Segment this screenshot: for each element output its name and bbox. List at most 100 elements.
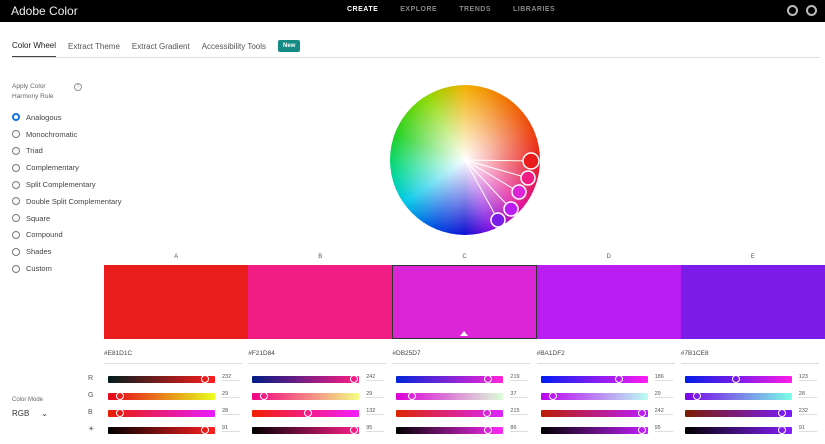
slider-r[interactable] <box>396 374 504 383</box>
slider-thumb[interactable] <box>638 408 647 417</box>
slider-thumb[interactable] <box>732 374 741 383</box>
color-mode-select[interactable]: RGB ⌄ <box>12 409 48 418</box>
slider-thumb[interactable] <box>484 425 493 434</box>
value-brightness[interactable]: 95 <box>654 425 673 432</box>
color-swatch[interactable] <box>247 265 392 339</box>
harmony-rule-double-split-complementary[interactable]: Double Split Complementary <box>12 193 121 210</box>
settings-icon[interactable] <box>787 5 798 16</box>
harmony-rule-triad[interactable]: Triad <box>12 143 121 160</box>
value-brightness[interactable]: 95 <box>366 425 385 432</box>
nav-explore[interactable]: EXPLORE <box>400 6 438 13</box>
slider-thumb[interactable] <box>778 425 787 434</box>
color-handle[interactable] <box>490 212 506 228</box>
radio-button[interactable] <box>12 214 20 223</box>
slider-thumb[interactable] <box>349 425 358 434</box>
radio-button[interactable] <box>12 230 20 239</box>
value-b[interactable]: 232 <box>798 408 817 415</box>
value-b[interactable]: 132 <box>366 408 385 415</box>
harmony-rule-analogous[interactable]: Analogous <box>12 109 121 126</box>
value-brightness[interactable]: 91 <box>798 425 817 432</box>
slider-g[interactable] <box>252 391 360 400</box>
radio-button[interactable] <box>12 264 20 273</box>
value-g[interactable]: 28 <box>798 391 817 398</box>
slider-g[interactable] <box>684 391 792 400</box>
value-b[interactable]: 215 <box>510 408 529 415</box>
tab-extract-gradient[interactable]: Extract Gradient <box>131 41 190 51</box>
slider-b[interactable] <box>540 408 648 417</box>
slider-b[interactable] <box>252 408 360 417</box>
harmony-rule-shades[interactable]: Shades <box>12 243 121 260</box>
slider-thumb[interactable] <box>349 374 358 383</box>
slider-r[interactable] <box>684 374 792 383</box>
harmony-rule-compound[interactable]: Compound <box>12 227 121 244</box>
radio-button[interactable] <box>12 197 20 206</box>
radio-button[interactable] <box>12 247 20 256</box>
harmony-rule-monochromatic[interactable]: Monochromatic <box>12 126 121 143</box>
harmony-rule-square[interactable]: Square <box>12 210 121 227</box>
slider-thumb[interactable] <box>201 374 210 383</box>
slider-brightness[interactable] <box>684 425 792 434</box>
theme-icon[interactable] <box>806 5 817 16</box>
slider-thumb[interactable] <box>614 374 623 383</box>
harmony-rule-custom[interactable]: Custom <box>12 260 121 277</box>
slider-thumb[interactable] <box>201 425 210 434</box>
nav-trends[interactable]: TRENDS <box>459 6 491 13</box>
harmony-rule-complementary[interactable]: Complementary <box>12 159 121 176</box>
slider-r[interactable] <box>252 374 360 383</box>
value-r[interactable]: 242 <box>366 374 385 381</box>
slider-thumb[interactable] <box>116 391 125 400</box>
slider-brightness[interactable] <box>108 425 215 434</box>
slider-r[interactable] <box>108 374 215 383</box>
slider-g[interactable] <box>396 391 504 400</box>
color-handle[interactable] <box>503 201 519 217</box>
slider-thumb[interactable] <box>548 391 557 400</box>
value-g[interactable]: 37 <box>510 391 529 398</box>
slider-r[interactable] <box>540 374 648 383</box>
value-b[interactable]: 242 <box>654 408 673 415</box>
slider-thumb[interactable] <box>778 408 787 417</box>
color-handle[interactable] <box>520 170 536 186</box>
tab-color-wheel[interactable]: Color Wheel <box>12 41 57 58</box>
radio-button[interactable] <box>12 180 20 189</box>
radio-button[interactable] <box>12 163 20 172</box>
radio-button[interactable] <box>12 130 20 139</box>
app-title[interactable]: Adobe Color <box>11 4 78 18</box>
nav-create[interactable]: CREATE <box>347 6 379 13</box>
help-icon[interactable]: ? <box>74 83 82 91</box>
color-handle[interactable] <box>511 184 527 200</box>
slider-g[interactable] <box>108 391 215 400</box>
color-swatch[interactable] <box>104 265 248 339</box>
slider-thumb[interactable] <box>303 408 312 417</box>
slider-thumb[interactable] <box>260 391 269 400</box>
color-swatch[interactable] <box>681 265 825 339</box>
slider-thumb[interactable] <box>482 408 491 417</box>
slider-thumb[interactable] <box>484 374 493 383</box>
value-r[interactable]: 123 <box>798 374 817 381</box>
tab-extract-theme[interactable]: Extract Theme <box>68 41 120 51</box>
hex-value[interactable]: #E81D1C <box>104 350 242 364</box>
color-swatch[interactable] <box>537 265 682 339</box>
slider-brightness[interactable] <box>396 425 504 434</box>
value-brightness[interactable]: 86 <box>510 425 529 432</box>
color-swatch[interactable] <box>391 265 538 339</box>
slider-thumb[interactable] <box>638 425 647 434</box>
slider-brightness[interactable] <box>252 425 360 434</box>
value-g[interactable]: 29 <box>654 391 673 398</box>
value-r[interactable]: 219 <box>510 374 529 381</box>
value-g[interactable]: 29 <box>222 391 240 398</box>
hex-value[interactable]: #F21D84 <box>248 350 387 364</box>
hex-value[interactable]: #DB25D7 <box>392 350 531 364</box>
slider-thumb[interactable] <box>692 391 701 400</box>
tab-accessibility-tools[interactable]: Accessibility Tools <box>201 41 267 51</box>
slider-thumb[interactable] <box>407 391 416 400</box>
radio-button[interactable] <box>12 113 20 122</box>
color-handle[interactable] <box>522 152 540 170</box>
slider-g[interactable] <box>540 391 648 400</box>
value-brightness[interactable]: 91 <box>222 425 240 432</box>
slider-b[interactable] <box>396 408 504 417</box>
hex-value[interactable]: #BA1DF2 <box>536 350 675 364</box>
radio-button[interactable] <box>12 146 20 155</box>
value-r[interactable]: 232 <box>222 374 240 381</box>
harmony-rule-split-complementary[interactable]: Split Complementary <box>12 176 121 193</box>
value-r[interactable]: 186 <box>654 374 673 381</box>
